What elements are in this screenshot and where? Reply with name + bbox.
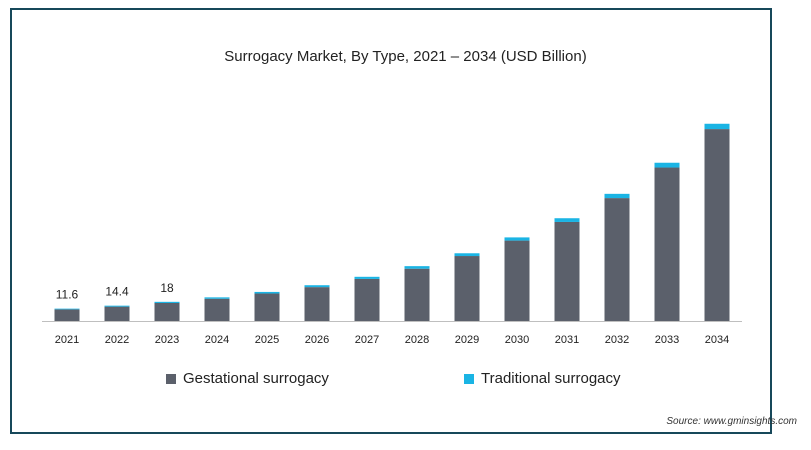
bar-gestational-2021 <box>54 309 80 321</box>
chart-frame <box>10 8 772 434</box>
legend-swatch-traditional <box>464 373 474 384</box>
legend-item-gestational: Gestational surrogacy <box>166 370 329 387</box>
bar-gestational-2033 <box>654 167 680 321</box>
bar-traditional-2027 <box>354 276 380 279</box>
bar-gestational-2024 <box>204 298 230 321</box>
bar-gestational-2025 <box>254 293 280 321</box>
x-tick-label-2028: 2028 <box>405 334 429 346</box>
data-label-2021: 11.6 <box>56 288 79 302</box>
bar-gestational-2028 <box>404 268 430 321</box>
x-tick-label-2027: 2027 <box>355 334 379 346</box>
bar-traditional-2022 <box>104 305 130 307</box>
bar-gestational-2031 <box>554 221 580 321</box>
x-tick-label-2031: 2031 <box>555 334 579 346</box>
x-tick-label-2024: 2024 <box>205 334 229 346</box>
data-label-2023: 18 <box>160 281 174 295</box>
source-note: Source: www.gminsights.com <box>666 416 797 427</box>
bar-gestational-2029 <box>454 256 480 321</box>
bar-gestational-2030 <box>504 240 530 321</box>
bar-traditional-2030 <box>504 237 530 241</box>
bar-traditional-2033 <box>654 162 680 168</box>
bar-traditional-2023 <box>154 301 180 304</box>
x-tick-label-2030: 2030 <box>505 334 529 346</box>
x-tick-label-2034: 2034 <box>705 334 729 346</box>
x-tick-label-2029: 2029 <box>455 334 479 346</box>
legend-swatch-gestational <box>166 373 176 384</box>
x-tick-label-2033: 2033 <box>655 334 679 346</box>
legend-label-gestational: Gestational surrogacy <box>183 370 329 387</box>
bar-traditional-2029 <box>454 253 480 257</box>
legend-label-traditional: Traditional surrogacy <box>481 370 621 387</box>
bar-traditional-2031 <box>554 218 580 222</box>
x-tick-label-2026: 2026 <box>305 334 329 346</box>
bar-traditional-2024 <box>204 297 230 299</box>
chart-title: Surrogacy Market, By Type, 2021 – 2034 (… <box>224 48 587 65</box>
bar-gestational-2022 <box>104 306 130 321</box>
bar-traditional-2034 <box>704 123 730 130</box>
bar-gestational-2034 <box>704 129 730 321</box>
x-tick-label-2022: 2022 <box>105 334 129 346</box>
x-tick-label-2032: 2032 <box>605 334 629 346</box>
bar-traditional-2028 <box>404 266 430 269</box>
x-tick-label-2023: 2023 <box>155 334 179 346</box>
bar-traditional-2032 <box>604 193 630 199</box>
legend-item-traditional: Traditional surrogacy <box>464 370 621 387</box>
bar-gestational-2027 <box>354 278 380 321</box>
bar-traditional-2025 <box>254 291 280 294</box>
bar-traditional-2026 <box>304 285 330 288</box>
bar-gestational-2032 <box>604 198 630 321</box>
data-label-2022: 14.4 <box>105 285 129 299</box>
x-tick-label-2025: 2025 <box>255 334 279 346</box>
x-tick-label-2021: 2021 <box>55 334 79 346</box>
bar-traditional-2021 <box>54 308 80 310</box>
bar-gestational-2026 <box>304 287 330 321</box>
bar-gestational-2023 <box>154 303 180 321</box>
